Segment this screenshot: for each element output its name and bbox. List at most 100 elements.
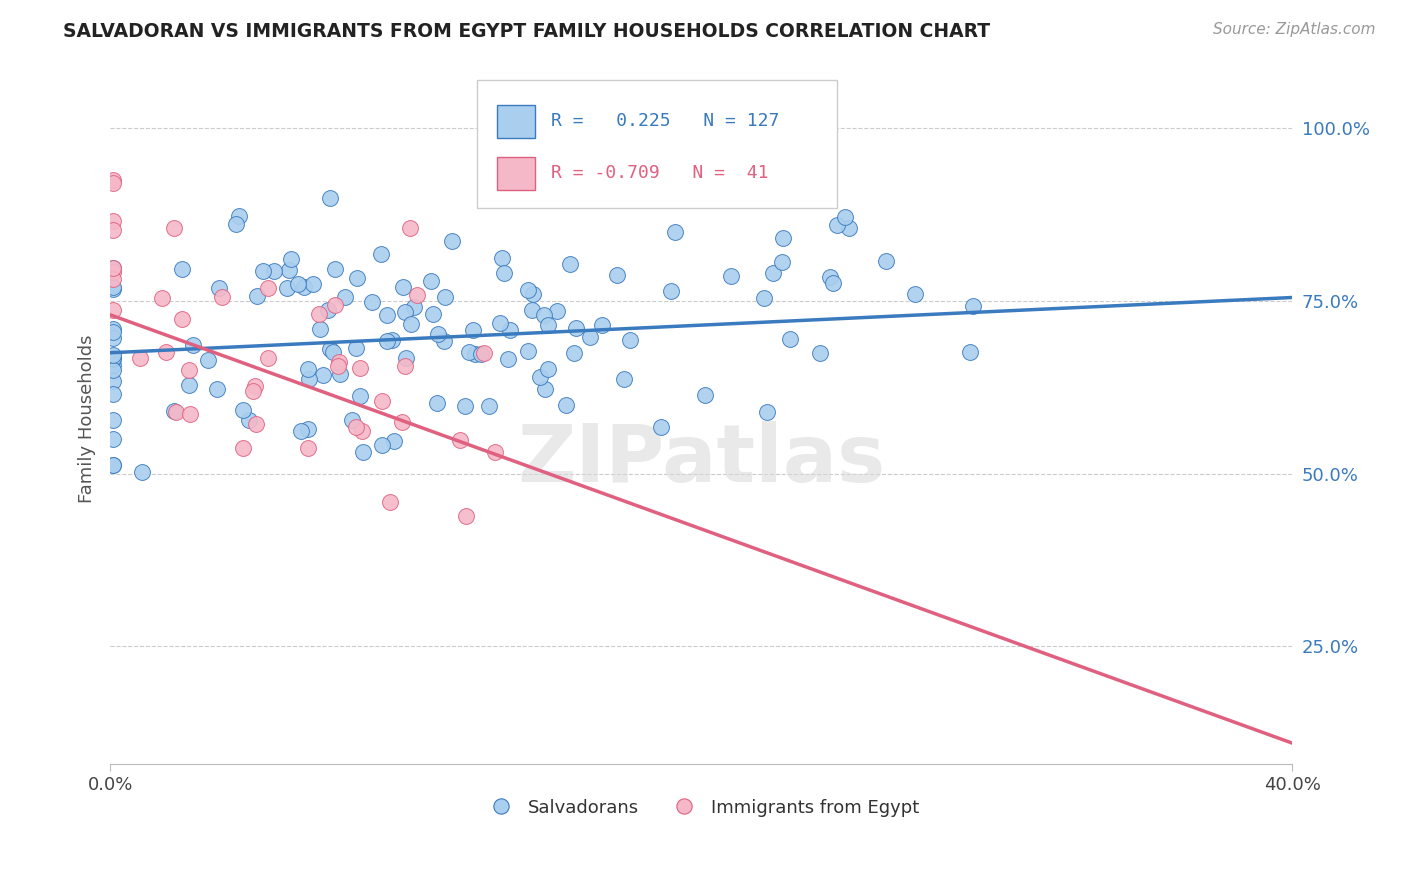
FancyBboxPatch shape [477,80,837,208]
Point [181,337,204,351]
Point [658,193,681,207]
Point [517,283,540,297]
Point [420,274,443,288]
Point [427,326,450,341]
Point [370,247,392,261]
Point [101,325,124,339]
Legend: Salvadorans, Immigrants from Egypt: Salvadorans, Immigrants from Egypt [475,791,927,824]
Point [488,316,510,330]
Text: SALVADORAN VS IMMIGRANTS FROM EGYPT FAMILY HOUSEHOLDS CORRELATION CHART: SALVADORAN VS IMMIGRANTS FROM EGYPT FAMI… [63,22,990,41]
Point [619,334,641,348]
Point [312,368,335,382]
Point [772,231,794,245]
Point [496,351,519,366]
Point [177,363,200,377]
Point [101,176,124,190]
Point [263,264,285,278]
Point [297,422,319,436]
Point [394,304,416,318]
Point [391,280,413,294]
Point [875,254,897,268]
Point [375,308,398,322]
Point [228,209,250,223]
Point [101,363,124,377]
Point [150,291,173,305]
Point [659,285,682,299]
Point [308,307,330,321]
Point [165,405,187,419]
Point [484,444,506,458]
Point [433,334,456,348]
Point [752,291,775,305]
Point [346,270,368,285]
Point [458,345,481,359]
Point [101,432,124,446]
Point [478,399,501,413]
Point [177,378,200,392]
Point [329,368,352,382]
Point [344,419,367,434]
Point [297,361,319,376]
Point [405,288,427,302]
Text: R = -0.709   N =  41: R = -0.709 N = 41 [551,164,769,182]
Point [422,307,444,321]
Point [904,287,927,301]
Point [591,318,613,333]
Point [232,402,254,417]
Point [298,372,321,386]
FancyBboxPatch shape [496,157,534,190]
Point [302,277,325,291]
Point [277,263,299,277]
Point [346,341,368,355]
Point [323,298,346,312]
Point [472,345,495,359]
Point [101,261,124,276]
Point [349,361,371,376]
Point [395,351,418,366]
Point [101,347,124,361]
Text: ZIPatlas: ZIPatlas [517,421,886,499]
Point [382,434,405,448]
Point [101,223,124,237]
Point [554,398,576,412]
Point [440,234,463,248]
Point [243,379,266,393]
Point [558,257,581,271]
Point [101,322,124,336]
Point [402,300,425,314]
Point [606,268,628,283]
Point [375,334,398,348]
Point [155,344,177,359]
Point [101,213,124,227]
Point [101,458,124,472]
Point [562,346,585,360]
Point [322,344,344,359]
Point [101,458,124,472]
Point [350,425,373,439]
Point [808,346,831,360]
Point [391,415,413,429]
Point [779,332,801,346]
Point [252,264,274,278]
Point [491,252,513,266]
Point [533,308,555,322]
Point [287,277,309,292]
Point [522,286,544,301]
Point [308,322,330,336]
Point [650,420,672,434]
Point [537,361,560,376]
Point [163,404,186,418]
Point [101,413,124,427]
Point [131,465,153,479]
Text: R =   0.225   N = 127: R = 0.225 N = 127 [551,112,779,130]
Point [821,276,844,290]
Point [342,413,364,427]
Point [695,388,717,402]
Point [564,320,586,334]
Point [838,221,860,235]
Text: Source: ZipAtlas.com: Source: ZipAtlas.com [1212,22,1375,37]
Point [399,220,422,235]
Point [101,303,124,318]
Point [361,295,384,310]
Point [297,441,319,455]
